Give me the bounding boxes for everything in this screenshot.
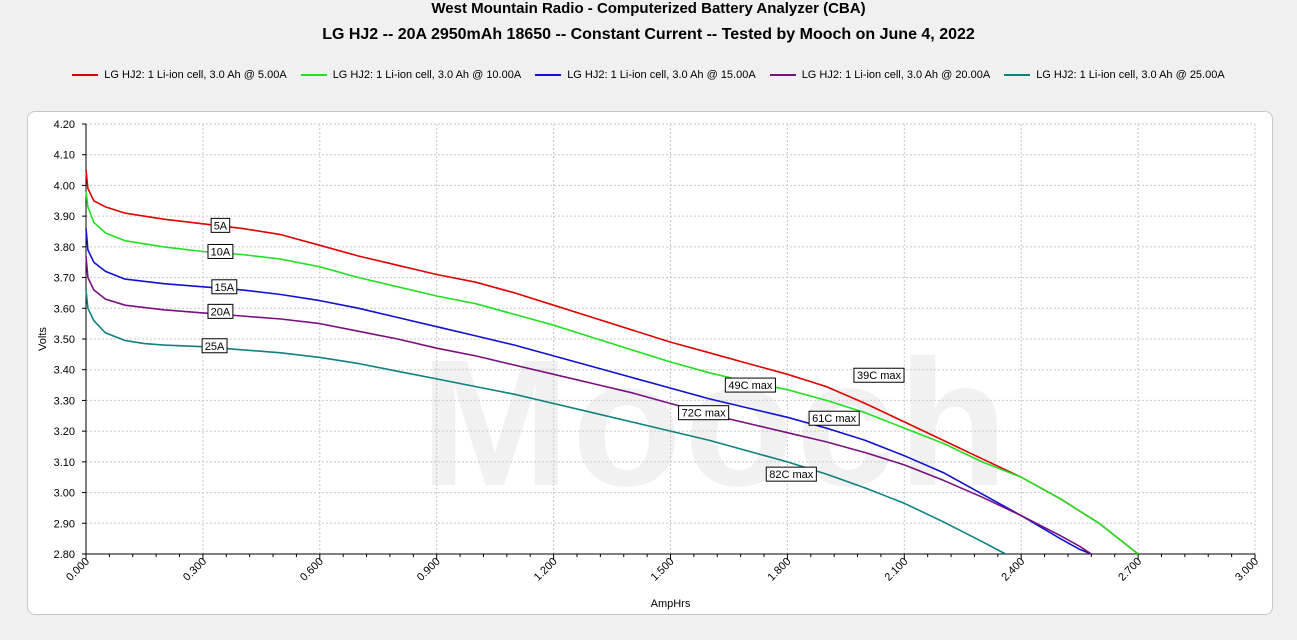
- line-chart: 2.80 2.90 3.00 3.10 3.20 3.30 3.40 3.50 3.60 3.70…: [37, 119, 1261, 610]
- chart-subtitle: LG HJ2 -- 20A 2950mAh 18650 -- Constant …: [322, 26, 975, 43]
- annotation-label: 10A: [211, 246, 231, 258]
- annotation-box: [207, 303, 234, 319]
- y-tick-label: 3.10: [54, 457, 75, 469]
- x-tick-label: 0.900: [415, 556, 443, 584]
- annotation-label: 15A: [215, 282, 235, 294]
- annotation-label: 49C max: [728, 380, 773, 392]
- y-tick-label: 3.90: [54, 211, 75, 223]
- x-tick-label: 1.200: [532, 556, 560, 584]
- series-line: [85, 256, 1092, 555]
- y-axis-label: Volts: [37, 327, 49, 351]
- x-tick-label: 2.400: [999, 556, 1027, 584]
- plot-panel: Mooch 2.80 2.90 3.00 3.10 3.20 3.30 3.40 3.50 3.…: [27, 111, 1273, 615]
- x-tick-label: 2.700: [1116, 556, 1144, 584]
- annotation-label: 61C max: [812, 413, 857, 425]
- series-line: [85, 289, 1006, 555]
- annotation-box: [207, 243, 234, 259]
- x-axis-label: AmpHrs: [651, 598, 691, 610]
- legend-item: LG HJ2: 1 Li-ion cell, 3.0 Ah @ 25.00A: [1004, 69, 1225, 81]
- annotation-label: 5A: [214, 220, 228, 232]
- legend-item: LG HJ2: 1 Li-ion cell, 3.0 Ah @ 20.00A: [769, 69, 991, 81]
- series-line: [85, 228, 1092, 555]
- x-tick-label: 2.100: [882, 556, 910, 584]
- y-tick-label: 4.00: [54, 180, 75, 192]
- x-tick-label: 0.600: [298, 556, 326, 584]
- y-tick-label: 3.50: [54, 334, 75, 346]
- annotation-box: [724, 377, 776, 393]
- annotation-label: 82C max: [769, 469, 814, 481]
- y-tick-label: 3.40: [54, 365, 75, 377]
- annotation-label: 72C max: [682, 408, 727, 420]
- legend-swatch: [72, 74, 99, 76]
- legend-item: LG HJ2: 1 Li-ion cell, 3.0 Ah @ 5.00A: [72, 69, 287, 81]
- chart-title: West Mountain Radio - Computerized Batte…: [431, 0, 866, 17]
- y-tick-label: 3.00: [54, 488, 75, 500]
- y-tick-label: 3.60: [54, 303, 75, 315]
- annotation-label: 20A: [211, 306, 231, 318]
- y-tick-label: 2.80: [54, 549, 75, 561]
- annotation-box: [210, 217, 231, 233]
- watermark: Mooch: [420, 323, 1010, 524]
- annotation-box: [211, 279, 238, 295]
- y-tick-label: 3.30: [54, 395, 75, 407]
- annotation-label: 25A: [205, 341, 225, 353]
- legend-item: LG HJ2: 1 Li-ion cell, 3.0 Ah @ 10.00A: [300, 69, 522, 81]
- legend-label: LG HJ2: 1 Li-ion cell, 3.0 Ah @ 25.00A: [1036, 69, 1225, 81]
- legend-swatch: [300, 74, 327, 76]
- x-tick-label: 1.500: [649, 556, 677, 584]
- annotation-label: 39C max: [857, 370, 902, 382]
- y-tick-label: 3.80: [54, 242, 75, 254]
- legend-label: LG HJ2: 1 Li-ion cell, 3.0 Ah @ 5.00A: [104, 69, 287, 81]
- annotation-box: [808, 410, 860, 426]
- legend-swatch: [769, 74, 796, 76]
- y-tick-label: 3.20: [54, 426, 75, 438]
- annotation-box: [765, 466, 817, 482]
- series-line: [85, 170, 1139, 555]
- annotation-box: [853, 367, 905, 383]
- annotation-box: [201, 338, 228, 354]
- y-tick-label: 4.20: [54, 119, 75, 131]
- legend-swatch: [1004, 74, 1031, 76]
- x-tick-label: 3.000: [1233, 556, 1261, 584]
- legend-label: LG HJ2: 1 Li-ion cell, 3.0 Ah @ 15.00A: [567, 69, 756, 81]
- legend-item: LG HJ2: 1 Li-ion cell, 3.0 Ah @ 15.00A: [535, 69, 756, 81]
- legend: LG HJ2: 1 Li-ion cell, 3.0 Ah @ 5.00A LG …: [0, 69, 1297, 81]
- y-tick-label: 3.70: [54, 273, 75, 285]
- y-tick-label: 4.10: [54, 150, 75, 162]
- legend-label: LG HJ2: 1 Li-ion cell, 3.0 Ah @ 20.00A: [801, 69, 991, 81]
- x-tick-label: 1.800: [766, 556, 794, 584]
- y-tick-label: 2.90: [54, 518, 75, 530]
- legend-label: LG HJ2: 1 Li-ion cell, 3.0 Ah @ 10.00A: [332, 69, 522, 81]
- annotation-box: [678, 405, 730, 421]
- x-tick-label: 0.300: [181, 556, 209, 584]
- legend-swatch: [535, 74, 562, 76]
- series-line: [85, 191, 1139, 555]
